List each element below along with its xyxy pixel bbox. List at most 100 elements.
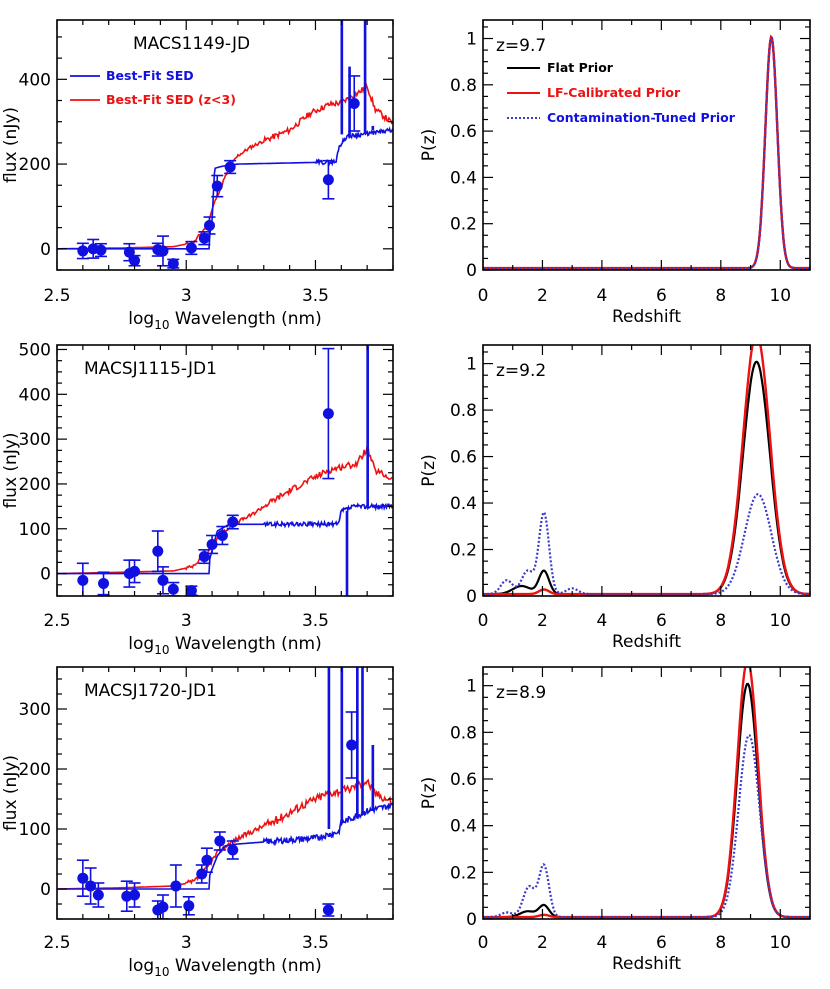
pz-xtick-label: 10 xyxy=(769,286,791,306)
sed-xlabel: log10 Wavelength (nm) xyxy=(128,956,321,979)
sed-ytick-label: 500 xyxy=(19,340,51,360)
xlabel-sub: 10 xyxy=(154,318,169,332)
pz-xtick-label: 10 xyxy=(769,933,791,953)
sed-panel-1: 2.5 3 3.5 0 200 400 MACS1149-JD log10 Wavelengt… xyxy=(1,19,394,332)
pz-ytick-label: 0.2 xyxy=(450,863,477,883)
data-point xyxy=(348,97,360,109)
sed-xtick-label: 2.5 xyxy=(43,611,70,631)
lf-prior-line xyxy=(483,34,810,270)
sed-xlabel: log10 Wavelength (nm) xyxy=(128,309,321,332)
pz-ytick-label: 1 xyxy=(466,30,477,50)
data-point xyxy=(346,739,358,751)
blue-sed-line xyxy=(57,802,393,890)
pz-ytick-label: 0.6 xyxy=(450,448,477,468)
pz-xlabel: Redshift xyxy=(612,632,681,652)
data-point xyxy=(129,889,141,901)
sed-ylabel: flux (nJy) xyxy=(1,432,21,508)
contam-prior-line xyxy=(483,493,810,596)
data-point xyxy=(211,180,223,192)
data-point xyxy=(157,245,169,257)
sed-ytick-label: 200 xyxy=(19,760,51,780)
sed-xtick-label: 3.5 xyxy=(302,611,329,631)
sed-ytick-label: 100 xyxy=(19,520,51,540)
sed-ylabel: flux (nJy) xyxy=(1,755,21,831)
legend-blue-text: Best-Fit SED xyxy=(106,68,194,83)
sed-ytick-label: 200 xyxy=(19,155,51,175)
pz-xtick-label: 8 xyxy=(715,611,726,631)
pz-xtick-label: 4 xyxy=(596,611,607,631)
xlabel-sub: 10 xyxy=(154,965,169,979)
xlabel-sub: 10 xyxy=(154,643,169,657)
sed-xtick-label: 3.5 xyxy=(302,933,329,953)
sed-ytick-label: 200 xyxy=(19,475,51,495)
data-point xyxy=(201,854,213,866)
redshift-label: z=9.7 xyxy=(496,36,546,56)
data-point xyxy=(98,577,110,589)
red-sed-line xyxy=(57,443,393,575)
legend-contam-text: Contamination-Tuned Prior xyxy=(547,110,736,125)
data-point xyxy=(206,538,218,550)
pz-ytick-label: 0.2 xyxy=(450,541,477,561)
data-point xyxy=(129,255,141,267)
pz-ytick-label: 0 xyxy=(466,910,477,930)
data-point xyxy=(92,889,104,901)
pz-xlabel: Redshift xyxy=(612,307,681,327)
contam-prior-line xyxy=(483,733,810,919)
sed-xtick-label: 2.5 xyxy=(43,933,70,953)
sed-panel-3: 2.5 3 3.5 0 100 200 300 MACSJ1720-JD1 log10 Wave… xyxy=(1,666,394,979)
pz-plot-area xyxy=(483,345,810,596)
pz-panel-3: 0 2 4 6 8 10 0 0.2 0.4 0.6 0.8 1 z=8.9 Redshift P(z) xyxy=(419,666,811,974)
pz-ytick-label: 0.4 xyxy=(450,817,477,837)
data-point xyxy=(322,408,334,420)
pz-xtick-label: 6 xyxy=(656,933,667,953)
pz-xtick-label: 8 xyxy=(715,933,726,953)
lf-prior-line xyxy=(483,345,810,596)
pz-ylabel: P(z) xyxy=(419,777,439,809)
legend-flat-text: Flat Prior xyxy=(547,60,614,75)
pz-xtick-label: 6 xyxy=(656,286,667,306)
redshift-label: z=9.2 xyxy=(496,361,546,381)
pz-xtick-label: 2 xyxy=(537,286,548,306)
legend-red-text: Best-Fit SED (z<3) xyxy=(106,92,236,107)
sed-ytick-label: 0 xyxy=(40,565,51,585)
lf-prior-line xyxy=(483,667,810,919)
pz-xtick-label: 10 xyxy=(769,611,791,631)
sed-ylabel: flux (nJy) xyxy=(1,107,21,183)
pz-ylabel: P(z) xyxy=(419,129,439,161)
sed-xlabel: log10 Wavelength (nm) xyxy=(128,634,321,657)
sed-plot-area xyxy=(57,20,393,270)
data-point xyxy=(157,901,169,913)
pz-ytick-label: 1 xyxy=(466,677,477,697)
sed-xtick-label: 3.5 xyxy=(302,286,329,306)
flat-prior-line xyxy=(483,360,810,596)
panel-title: MACSJ1720-JD1 xyxy=(84,681,217,701)
sed-frame xyxy=(56,666,394,920)
pz-ytick-label: 0 xyxy=(466,261,477,281)
pz-xtick-label: 0 xyxy=(478,611,489,631)
xlabel-log: log xyxy=(128,309,154,329)
pz-ytick-label: 0.6 xyxy=(450,122,477,142)
pz-xlabel: Redshift xyxy=(612,954,681,974)
panel-title: MACSJ1115-JD1 xyxy=(84,359,217,379)
data-point xyxy=(227,516,239,528)
data-point xyxy=(77,574,89,586)
data-point xyxy=(203,220,215,232)
data-point xyxy=(77,872,89,884)
xlabel-rest: Wavelength (nm) xyxy=(169,634,321,654)
pz-xtick-label: 0 xyxy=(478,286,489,306)
sed-ytick-label: 0 xyxy=(40,240,51,260)
sed-frame xyxy=(56,19,394,271)
pz-xtick-label: 4 xyxy=(596,933,607,953)
pz-ytick-label: 0.8 xyxy=(450,723,477,743)
pz-ytick-label: 0.4 xyxy=(450,494,477,514)
data-point xyxy=(216,529,228,541)
sed-plot-area xyxy=(57,345,393,596)
sed-xtick-label: 2.5 xyxy=(43,286,70,306)
sed-plot-area xyxy=(57,667,393,919)
pz-ytick-label: 0 xyxy=(466,587,477,607)
pz-xtick-label: 4 xyxy=(596,286,607,306)
pz-xtick-label: 8 xyxy=(715,286,726,306)
sed-ytick-label: 300 xyxy=(19,700,51,720)
xlabel-log: log xyxy=(128,956,154,976)
